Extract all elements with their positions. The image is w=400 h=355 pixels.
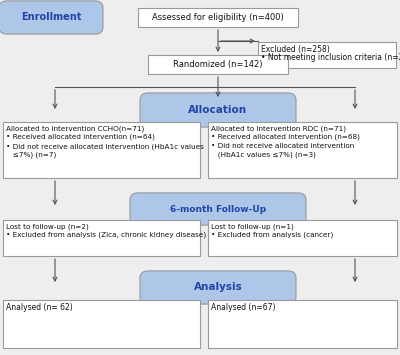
FancyBboxPatch shape — [208, 122, 397, 178]
Text: ≤7%) (n=7): ≤7%) (n=7) — [6, 152, 56, 158]
FancyBboxPatch shape — [140, 93, 296, 127]
Text: (HbA1c values ≤7%) (n=3): (HbA1c values ≤7%) (n=3) — [211, 152, 316, 158]
Text: • Received allocated intervention (n=64): • Received allocated intervention (n=64) — [6, 134, 155, 141]
FancyBboxPatch shape — [140, 271, 296, 304]
FancyBboxPatch shape — [0, 1, 103, 34]
Text: Allocated to intervention CCHO(n=71): Allocated to intervention CCHO(n=71) — [6, 125, 144, 131]
Text: Analysed (n=67): Analysed (n=67) — [211, 303, 276, 312]
Text: Assessed for eligibility (n=400): Assessed for eligibility (n=400) — [152, 13, 284, 22]
Text: Randomized (n=142): Randomized (n=142) — [173, 60, 263, 69]
Text: Analysis: Analysis — [194, 283, 242, 293]
FancyBboxPatch shape — [138, 8, 298, 27]
Text: • Did not receive allocated intervention (HbA1c values: • Did not receive allocated intervention… — [6, 143, 204, 149]
Text: • Did not receive allocated intervention: • Did not receive allocated intervention — [211, 143, 354, 149]
Text: Lost to follow-up (n=1): Lost to follow-up (n=1) — [211, 223, 294, 229]
FancyBboxPatch shape — [208, 220, 397, 256]
Text: Analysed (n= 62): Analysed (n= 62) — [6, 303, 73, 312]
Text: Excluded (n=258): Excluded (n=258) — [261, 45, 330, 54]
Text: Enrollment: Enrollment — [21, 12, 81, 22]
FancyBboxPatch shape — [258, 42, 396, 68]
Text: • Excluded from analysis (Zica, chronic kidney disease): • Excluded from analysis (Zica, chronic … — [6, 232, 206, 239]
FancyBboxPatch shape — [3, 220, 200, 256]
Text: Lost to follow-up (n=2): Lost to follow-up (n=2) — [6, 223, 89, 229]
Text: Allocated to intervention RDC (n=71): Allocated to intervention RDC (n=71) — [211, 125, 346, 131]
FancyBboxPatch shape — [3, 300, 200, 348]
FancyBboxPatch shape — [208, 300, 397, 348]
Text: • Excluded from analysis (cancer): • Excluded from analysis (cancer) — [211, 232, 333, 239]
Text: • Received allocated intervention (n=68): • Received allocated intervention (n=68) — [211, 134, 360, 141]
FancyBboxPatch shape — [148, 55, 288, 74]
Text: • Not meeting inclusion criteria (n=258): • Not meeting inclusion criteria (n=258) — [261, 53, 400, 62]
FancyBboxPatch shape — [3, 122, 200, 178]
Text: Allocation: Allocation — [188, 105, 248, 115]
FancyBboxPatch shape — [130, 193, 306, 225]
Text: 6-month Follow-Up: 6-month Follow-Up — [170, 204, 266, 213]
